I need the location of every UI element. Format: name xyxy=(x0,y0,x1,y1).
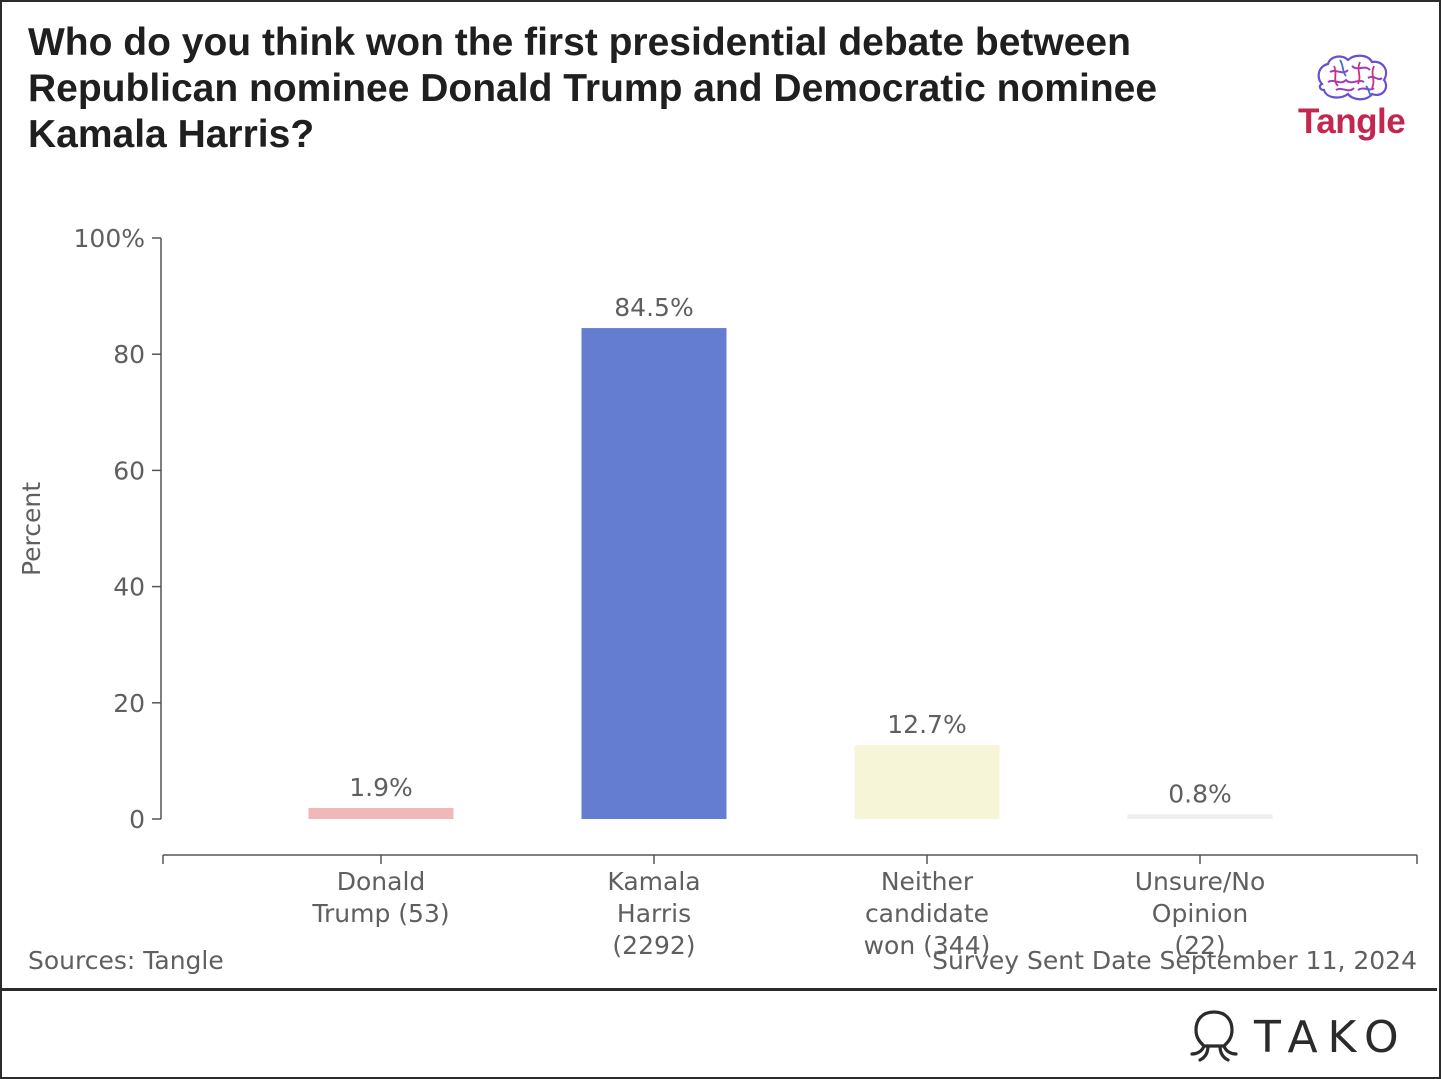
y-tick-label: 80 xyxy=(113,340,145,369)
tako-brand: TAKO xyxy=(1188,1008,1418,1064)
chart-title: Who do you think won the first president… xyxy=(28,21,1158,156)
bar-value-label: 84.5% xyxy=(614,293,693,322)
x-tick-label: (2292) xyxy=(612,931,695,960)
x-tick-label: candidate xyxy=(865,899,989,928)
x-tick-label: Donald xyxy=(337,867,426,896)
x-tick-label: won (344) xyxy=(864,931,991,960)
tako-octopus-icon xyxy=(1190,1010,1238,1062)
bar-value-label: 0.8% xyxy=(1168,779,1232,808)
brain-icon xyxy=(1317,54,1388,101)
bar xyxy=(308,807,454,819)
y-tick-label: 0 xyxy=(129,805,145,834)
survey-date-text: Survey Sent Date September 11, 2024 xyxy=(932,946,1417,975)
source-text: Sources: Tangle xyxy=(28,946,224,975)
x-tick-label: Neither xyxy=(881,867,974,896)
footer-divider xyxy=(0,988,1437,991)
x-tick-label: Harris xyxy=(617,899,691,928)
x-tick-label: Trump (53) xyxy=(311,899,449,928)
tako-brand-text: TAKO xyxy=(1254,1012,1409,1063)
bar xyxy=(854,745,1000,819)
tangle-logo-text: Tangle xyxy=(1298,102,1406,141)
bar xyxy=(1127,814,1273,819)
bar xyxy=(581,328,727,819)
x-tick-label: Unsure/No xyxy=(1135,867,1266,896)
tangle-logo: Tangle xyxy=(1290,52,1420,152)
bar-chart: 0 20 40 60 80 100% Percent 1.9% Donald Trump (53)… xyxy=(17,224,1418,960)
bar-value-label: 1.9% xyxy=(349,773,413,802)
bar-value-label: 12.7% xyxy=(887,710,966,739)
y-tick-label: 40 xyxy=(113,573,145,602)
y-tick-label: 60 xyxy=(113,456,145,485)
y-axis-title: Percent xyxy=(17,482,46,576)
x-tick-label: (22) xyxy=(1174,931,1225,960)
y-tick-label: 100% xyxy=(74,224,145,253)
x-tick-label: Kamala xyxy=(607,867,700,896)
y-tick-label: 20 xyxy=(113,689,145,718)
x-tick-label: Opinion xyxy=(1152,899,1248,928)
